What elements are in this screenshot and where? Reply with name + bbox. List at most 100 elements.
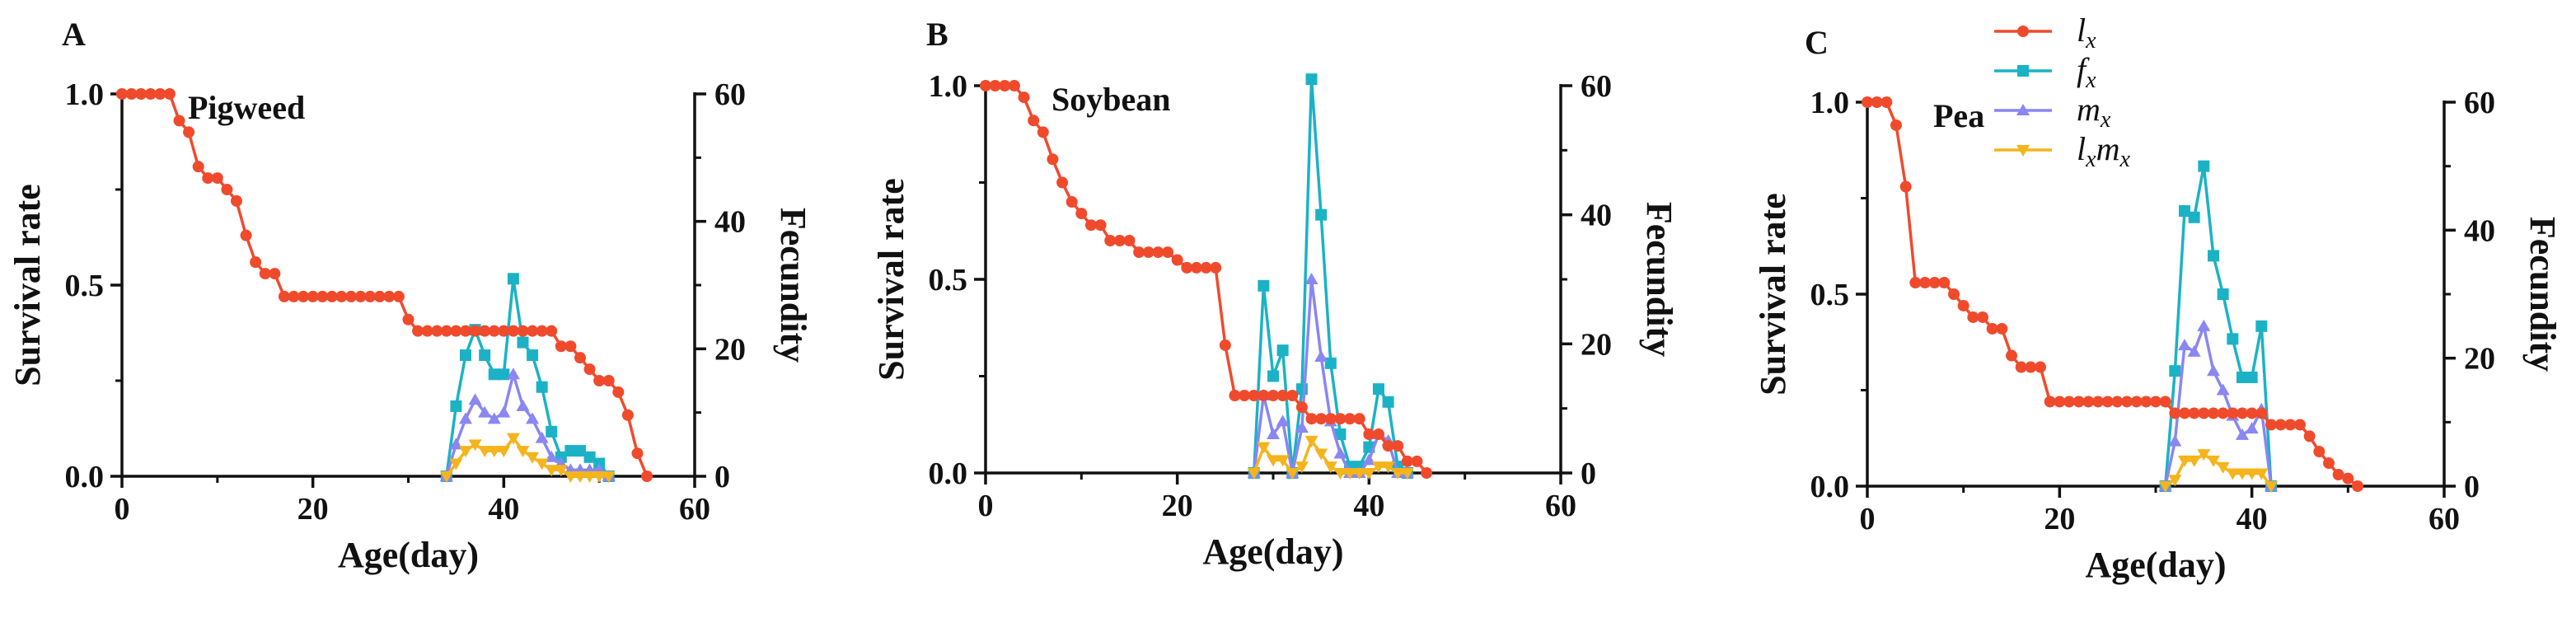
data-point-lxmx — [2187, 455, 2201, 467]
data-point-lx — [2255, 407, 2268, 419]
data-point-lx — [2063, 396, 2075, 408]
data-point-lx — [574, 352, 586, 364]
data-point-lx — [621, 409, 634, 421]
data-point-lx — [2082, 396, 2095, 408]
data-point-lxmx — [535, 458, 549, 471]
data-point-lx — [288, 290, 300, 302]
data-point-lx — [392, 290, 405, 302]
data-point-lx — [2227, 407, 2239, 419]
data-point-lx — [1028, 115, 1040, 127]
data-point-lx — [1190, 261, 1202, 274]
y-tick-label: 0.5 — [1810, 278, 1850, 312]
data-point-mx — [2207, 364, 2220, 377]
data-point-lx — [1967, 311, 1979, 323]
panel-a: A 0 20 40 60 0.0 0.5 1.0 0 20 40 60 Age(day) Survival… — [7, 16, 813, 575]
y2-tick-label: 20 — [714, 332, 746, 367]
data-point-fx — [2169, 365, 2181, 377]
data-point-lx — [211, 172, 223, 185]
data-point-lxmx — [1286, 468, 1300, 480]
data-point-lx — [2073, 396, 2085, 408]
data-point-lx — [2217, 407, 2229, 419]
data-point-lx — [1258, 390, 1270, 401]
legend-label: lx — [2077, 12, 2096, 54]
y-tick-label: 1.0 — [929, 69, 968, 104]
data-point-lxmx — [449, 458, 463, 471]
data-point-mx — [535, 431, 549, 443]
data-point-lxmx — [1295, 461, 1309, 474]
data-point-lx — [2111, 396, 2124, 408]
data-point-lx — [221, 184, 233, 195]
data-point-lxmx — [2226, 468, 2240, 480]
data-point-lx — [1305, 413, 1318, 425]
legend-marker — [2016, 104, 2030, 115]
legend-sub2: x — [2119, 147, 2130, 172]
series-mx — [439, 368, 616, 481]
data-point-lx — [250, 256, 262, 269]
data-point-lx — [612, 386, 625, 398]
data-point-lx — [1248, 390, 1260, 401]
data-point-fx — [2179, 205, 2190, 218]
data-point-lxmx — [1304, 435, 1318, 447]
data-point-lx — [2313, 446, 2325, 458]
data-point-lxmx — [583, 471, 597, 483]
data-point-lxmx — [1276, 455, 1290, 467]
data-point-lx — [527, 325, 539, 337]
data-point-lx — [631, 447, 644, 460]
data-point-lx — [1411, 455, 1423, 467]
data-point-lx — [1344, 413, 1356, 425]
data-point-lx — [1928, 277, 1941, 289]
data-point-lx — [1239, 390, 1251, 401]
data-point-lx — [989, 80, 1001, 91]
legend-base: l — [2077, 130, 2086, 167]
data-point-lxmx — [2236, 468, 2249, 480]
data-point-lx — [1084, 219, 1097, 232]
data-point-mx — [2178, 339, 2191, 351]
data-point-mx — [516, 399, 530, 411]
data-point-lx — [202, 172, 214, 185]
data-point-lx — [2208, 407, 2219, 419]
y-tick-label: 0.0 — [65, 460, 105, 494]
data-point-lx — [2342, 472, 2354, 485]
data-point-lx — [364, 290, 377, 302]
data-point-lxmx — [1391, 468, 1405, 480]
y2-axis-title: Fecundity — [2522, 217, 2563, 372]
data-point-lx — [1899, 180, 1912, 193]
data-point-lx — [2035, 361, 2046, 373]
panel-letter: A — [62, 16, 86, 53]
data-point-lx — [2303, 430, 2316, 442]
data-point-lxmx — [602, 471, 616, 483]
data-point-lx — [269, 268, 281, 280]
data-point-lx — [373, 290, 386, 302]
legend-base: l — [2077, 12, 2086, 49]
legend-label: mx — [2077, 91, 2111, 133]
data-point-lx — [1142, 246, 1155, 259]
data-point-mx — [478, 405, 492, 418]
data-point-lx — [2044, 396, 2056, 408]
data-point-lx — [297, 290, 310, 302]
x-tick-label: 40 — [1353, 489, 1384, 523]
series-line-fx — [2163, 164, 2273, 487]
data-point-lx — [2236, 407, 2248, 419]
data-point-mx — [2236, 428, 2249, 440]
data-point-lxmx — [2178, 455, 2191, 467]
panel-b: B 0 20 40 60 0.0 0.5 1.0 0 20 40 60 Age(day) Survival… — [871, 16, 1679, 572]
data-point-lx — [2025, 361, 2037, 373]
x-tick-label: 60 — [2428, 502, 2460, 536]
data-point-lxmx — [468, 439, 482, 452]
series-lx — [980, 80, 1433, 479]
data-point-lxmx — [1371, 461, 1385, 474]
data-point-lx — [488, 325, 500, 337]
data-point-lxmx — [592, 471, 607, 483]
data-point-lx — [402, 313, 415, 325]
data-point-lx — [307, 290, 319, 302]
y-axis-title: Survival rate — [1753, 193, 1793, 396]
x-axis-title: Age(day) — [2085, 545, 2226, 585]
panel-title: Soybean — [1051, 81, 1171, 118]
data-point-lxmx — [1323, 461, 1337, 474]
data-point-lx — [154, 88, 166, 100]
data-point-fx — [546, 425, 558, 438]
data-point-lx — [1133, 246, 1145, 259]
y2-tick-label: 60 — [1581, 69, 1612, 104]
series-lx — [1862, 96, 2363, 492]
